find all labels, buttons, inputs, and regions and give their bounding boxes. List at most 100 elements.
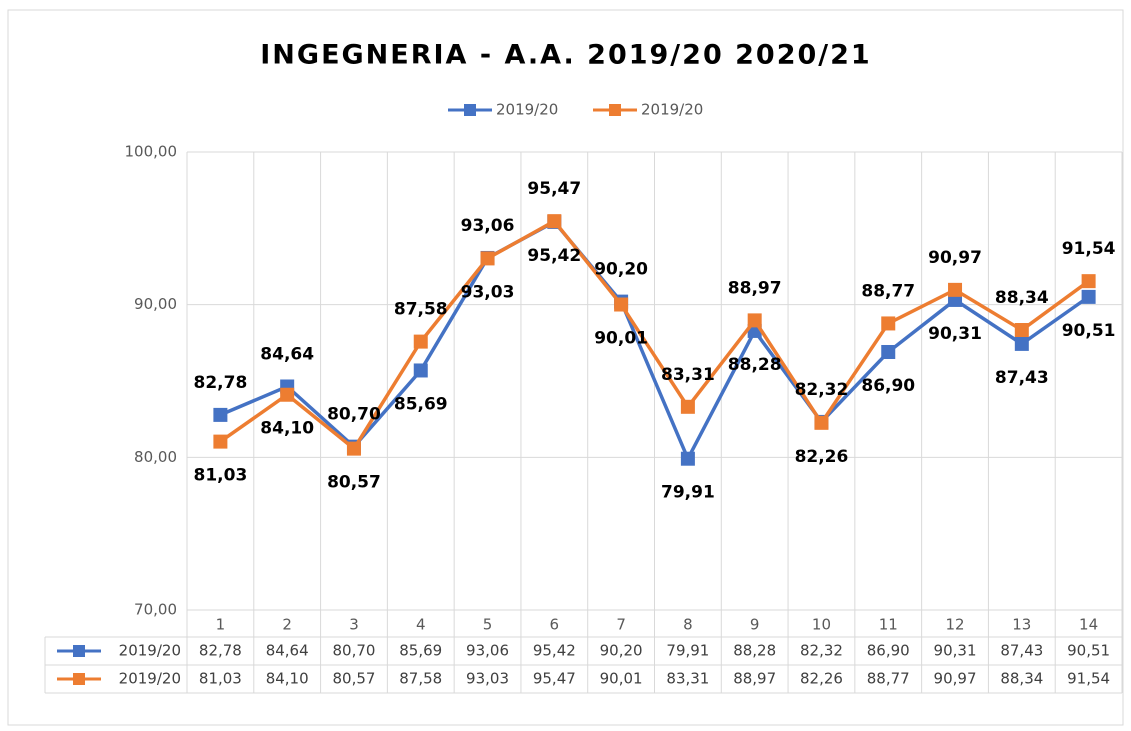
data-label: 84,64 [260, 344, 314, 364]
table-cell: 79,91 [666, 642, 709, 660]
table-cell: 82,26 [800, 670, 843, 688]
marker [680, 451, 695, 466]
table-cell: 88,77 [867, 670, 910, 688]
marker [413, 334, 428, 349]
table-cell: 90,20 [600, 642, 643, 660]
data-label: 93,06 [461, 216, 515, 236]
x-tick-label: 14 [1079, 616, 1098, 634]
legend-key [609, 104, 621, 116]
marker [881, 316, 896, 331]
table-cell: 85,69 [399, 642, 442, 660]
data-label: 90,01 [594, 329, 648, 349]
x-tick-label: 5 [483, 616, 493, 634]
marker [1081, 274, 1096, 289]
data-label: 85,69 [394, 394, 448, 414]
legend-label: 2019/20 [641, 101, 703, 119]
x-tick-label: 2 [282, 616, 292, 634]
data-label: 88,34 [995, 288, 1049, 308]
chart-border [7, 9, 1124, 726]
marker [881, 344, 896, 359]
x-tick-label: 7 [616, 616, 626, 634]
marker [547, 214, 562, 229]
table-cell: 83,31 [666, 670, 709, 688]
data-label: 83,31 [661, 365, 715, 385]
data-label: 81,03 [194, 466, 248, 486]
data-label: 90,97 [928, 248, 982, 268]
marker [747, 313, 762, 328]
data-label: 88,28 [728, 355, 782, 375]
table-cell: 86,90 [867, 642, 910, 660]
table-cell: 95,47 [533, 670, 576, 688]
table-cell: 87,58 [399, 670, 442, 688]
marker [1081, 289, 1096, 304]
data-label: 80,57 [327, 473, 381, 493]
marker [280, 387, 295, 402]
table-legend-key [73, 673, 85, 685]
data-label: 80,70 [327, 405, 381, 425]
table-cell: 93,03 [466, 670, 509, 688]
x-tick-label: 11 [879, 616, 898, 634]
data-label: 84,10 [260, 419, 314, 439]
marker [948, 282, 963, 297]
y-tick-label: 80,00 [134, 448, 177, 466]
table-cell: 90,97 [934, 670, 977, 688]
y-tick-label: 100,00 [125, 143, 178, 161]
table-cell: 91,54 [1067, 670, 1110, 688]
chart-title: INGEGNERIA - A.A. 2019/20 2020/21 [260, 40, 871, 71]
data-label: 79,91 [661, 483, 715, 503]
y-tick-label: 70,00 [134, 601, 177, 619]
table-cell: 82,78 [199, 642, 242, 660]
data-label: 93,03 [461, 282, 515, 302]
data-label: 95,47 [527, 179, 581, 199]
legend-key [464, 104, 476, 116]
x-tick-label: 3 [349, 616, 359, 634]
marker [480, 251, 495, 266]
table-series-name: 2019/20 [119, 642, 181, 660]
x-tick-label: 4 [416, 616, 426, 634]
table-cell: 93,06 [466, 642, 509, 660]
data-label: 90,20 [594, 260, 648, 280]
table-cell: 82,32 [800, 642, 843, 660]
legend-label: 2019/20 [496, 101, 558, 119]
data-label: 82,26 [795, 447, 849, 467]
table-cell: 88,97 [733, 670, 776, 688]
x-tick-label: 12 [945, 616, 964, 634]
table-legend-key [73, 645, 85, 657]
data-label: 82,32 [795, 380, 849, 400]
table-cell: 90,51 [1067, 642, 1110, 660]
marker [213, 407, 228, 422]
marker [1014, 336, 1029, 351]
table-series-name: 2019/20 [119, 670, 181, 688]
marker [413, 363, 428, 378]
marker [614, 297, 629, 312]
table-cell: 88,34 [1000, 670, 1043, 688]
x-tick-label: 6 [550, 616, 560, 634]
table-cell: 90,31 [934, 642, 977, 660]
table-cell: 81,03 [199, 670, 242, 688]
table-cell: 80,57 [332, 670, 375, 688]
table-cell: 90,01 [600, 670, 643, 688]
x-tick-label: 9 [750, 616, 760, 634]
marker [680, 399, 695, 414]
table-cell: 80,70 [332, 642, 375, 660]
marker [213, 434, 228, 449]
data-label: 91,54 [1062, 239, 1116, 259]
data-label: 90,31 [928, 324, 982, 344]
marker [346, 441, 361, 456]
data-label: 95,42 [527, 246, 581, 266]
x-tick-label: 13 [1012, 616, 1031, 634]
data-label: 82,78 [194, 373, 248, 393]
table-cell: 87,43 [1000, 642, 1043, 660]
table-cell: 84,64 [266, 642, 309, 660]
data-label: 88,97 [728, 278, 782, 298]
marker [814, 415, 829, 430]
table-cell: 84,10 [266, 670, 309, 688]
data-label: 87,58 [394, 300, 448, 320]
table-cell: 88,28 [733, 642, 776, 660]
y-tick-label: 90,00 [134, 295, 177, 313]
x-tick-label: 8 [683, 616, 693, 634]
x-tick-label: 1 [216, 616, 226, 634]
series-line [219, 218, 1090, 452]
data-label: 86,90 [861, 376, 915, 396]
